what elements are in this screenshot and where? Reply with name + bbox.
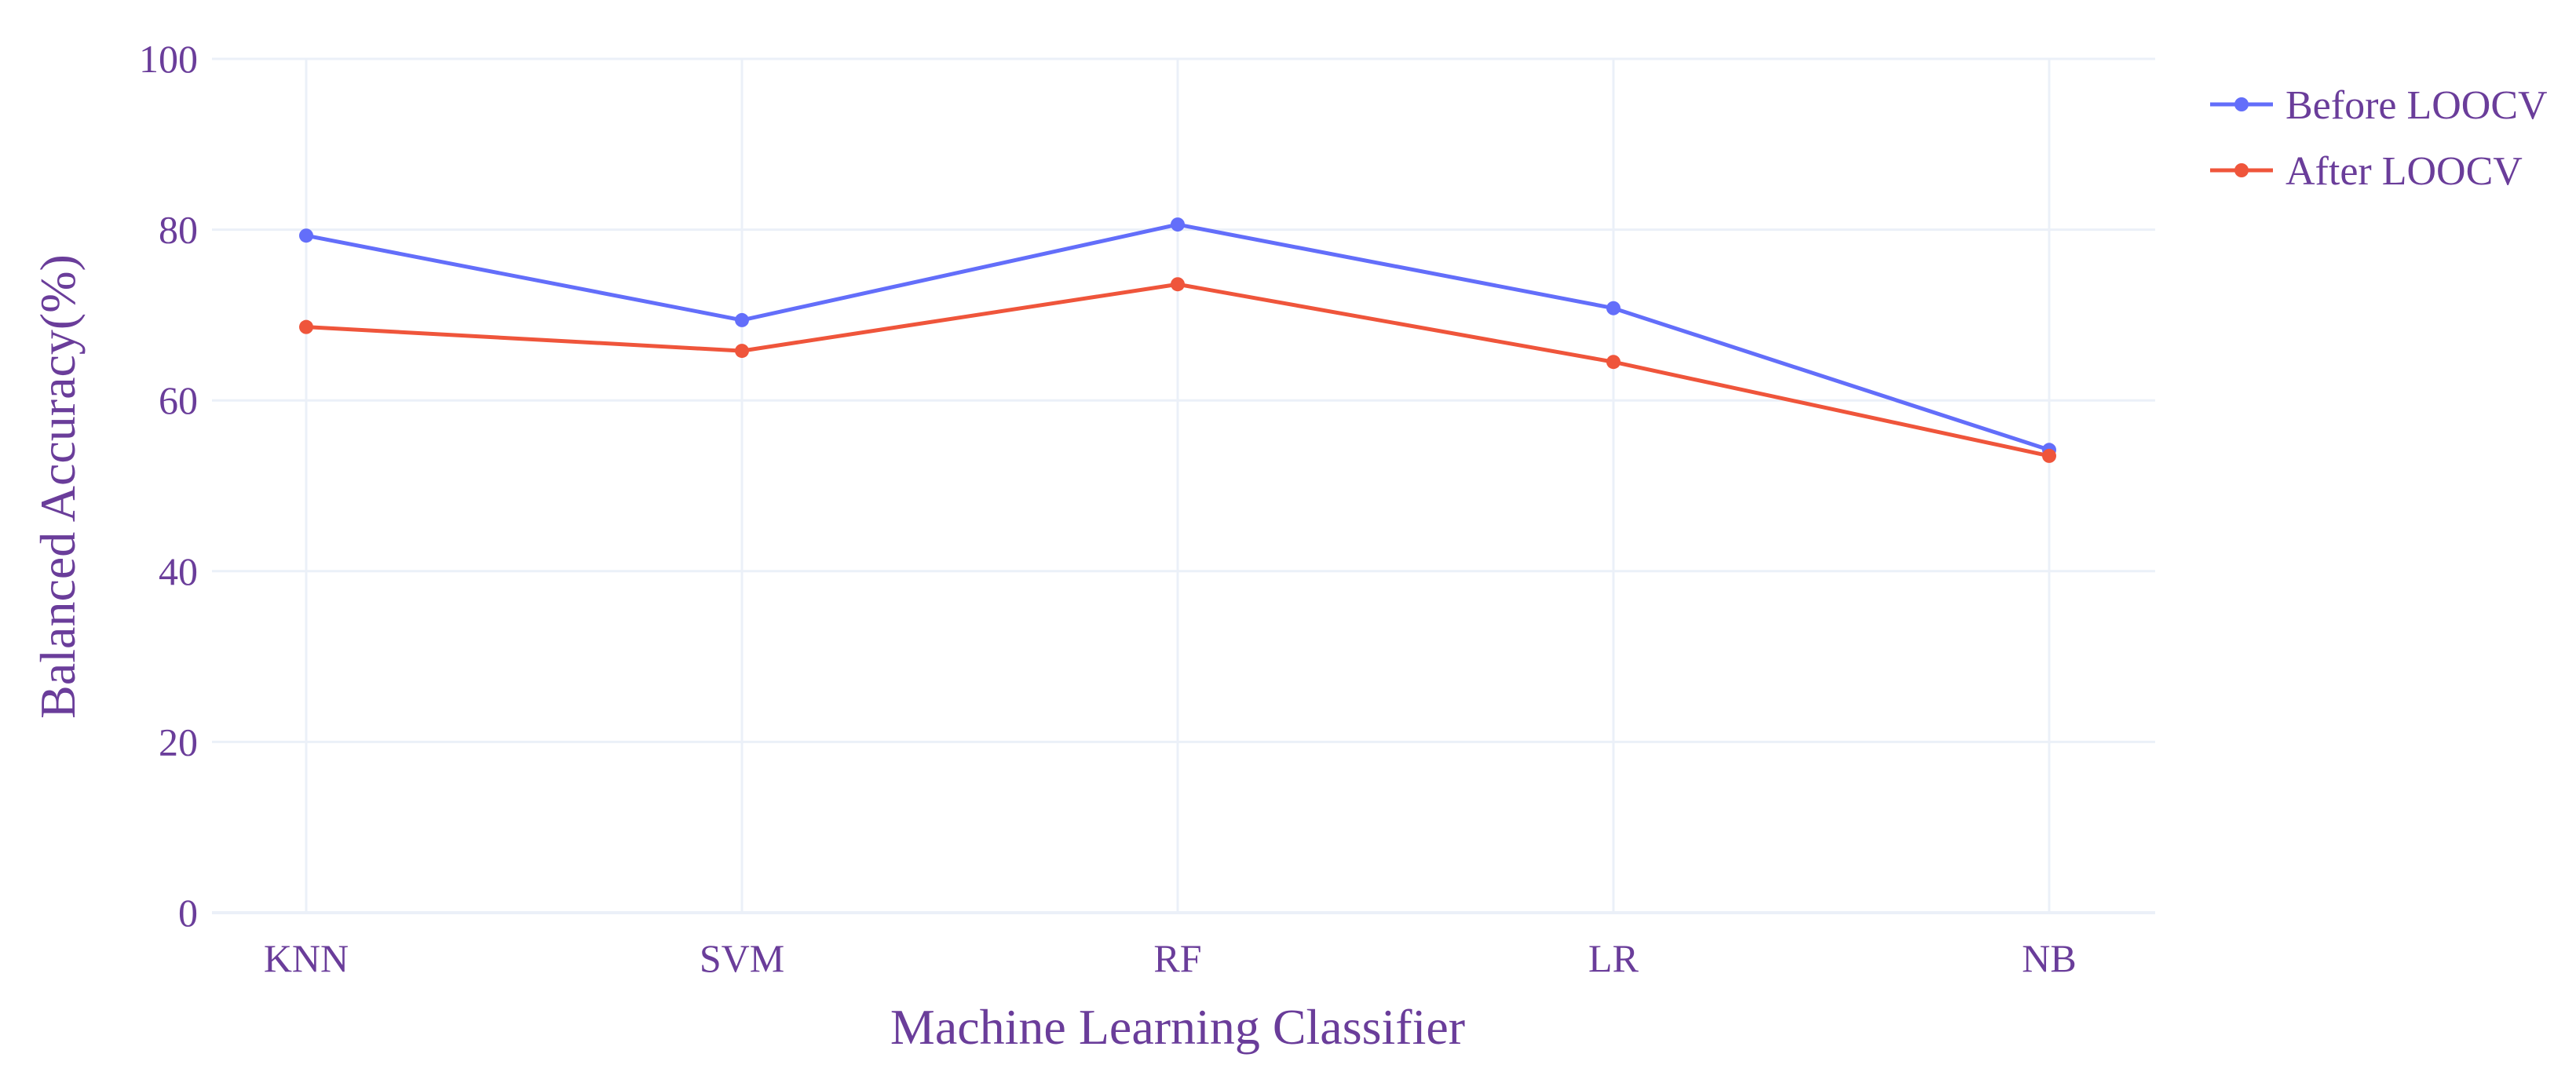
data-point[interactable] bbox=[1171, 217, 1185, 232]
x-axis-title: Machine Learning Classifier bbox=[890, 999, 1465, 1055]
y-tick-label: 0 bbox=[178, 891, 198, 935]
legend-item[interactable]: After LOOCV bbox=[2210, 149, 2523, 194]
data-point[interactable] bbox=[735, 344, 749, 359]
series-layer bbox=[299, 217, 2056, 463]
data-point[interactable] bbox=[2042, 448, 2056, 463]
legend-item[interactable]: Before LOOCV bbox=[2210, 83, 2548, 128]
data-point[interactable] bbox=[735, 312, 749, 327]
x-tick-label: NB bbox=[2022, 936, 2076, 980]
legend-marker bbox=[2234, 163, 2249, 177]
y-tick-label: 40 bbox=[159, 549, 198, 593]
series-after-loocv bbox=[299, 277, 2056, 463]
grid-layer bbox=[212, 57, 2155, 914]
legend-label: After LOOCV bbox=[2286, 149, 2523, 194]
data-point[interactable] bbox=[1171, 277, 1185, 292]
tick-layer: 0 20 40 60 80 100 KNN SVM RF LR NB bbox=[139, 37, 2077, 980]
series-before-loocv bbox=[299, 217, 2056, 458]
data-point[interactable] bbox=[1606, 355, 1621, 370]
legend[interactable]: Before LOOCV After LOOCV bbox=[2210, 83, 2548, 194]
y-tick-label: 80 bbox=[159, 208, 198, 252]
x-tick-label: KNN bbox=[264, 936, 349, 980]
data-point[interactable] bbox=[299, 319, 313, 334]
x-tick-label: LR bbox=[1588, 936, 1639, 980]
y-axis-title: Balanced Accuracy(%) bbox=[30, 254, 86, 719]
legend-marker bbox=[2234, 97, 2249, 111]
x-tick-label: SVM bbox=[700, 936, 784, 980]
data-point[interactable] bbox=[299, 228, 313, 243]
y-tick-label: 60 bbox=[159, 378, 198, 422]
x-tick-label: RF bbox=[1153, 936, 1201, 980]
data-point[interactable] bbox=[1606, 301, 1621, 315]
legend-label: Before LOOCV bbox=[2286, 83, 2548, 128]
y-tick-label: 100 bbox=[139, 37, 198, 81]
y-tick-label: 20 bbox=[159, 720, 198, 764]
